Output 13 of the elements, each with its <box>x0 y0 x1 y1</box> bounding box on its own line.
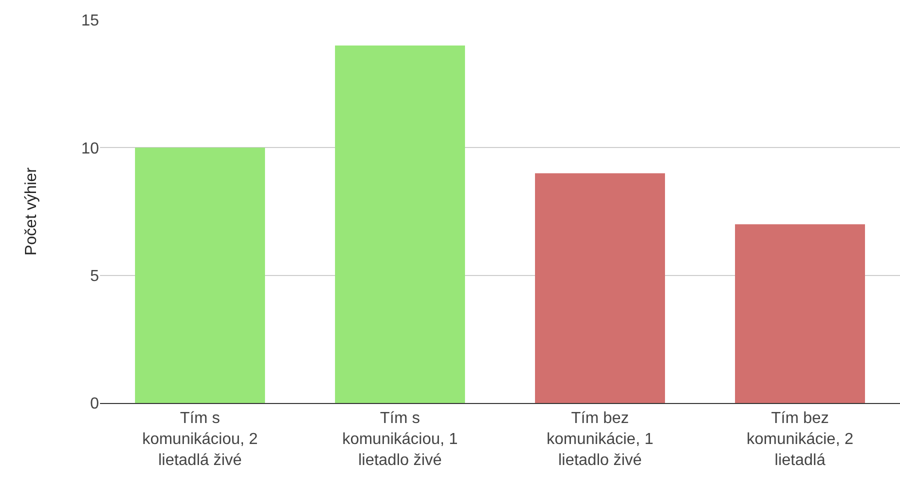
bar <box>535 173 665 403</box>
y-tick-label: 0 <box>90 396 100 413</box>
y-tick-label: 15 <box>81 12 100 30</box>
bar <box>135 148 265 403</box>
x-tick-label: Tím s komunikáciou, 1 lietadlo živé <box>342 410 458 469</box>
y-axis-title: Počet výhier <box>23 166 40 256</box>
bar <box>735 224 865 403</box>
bar <box>335 46 465 403</box>
x-tick-label: Tím bez komunikácie, 2 lietadlá <box>746 410 854 469</box>
x-tick-label: Tím bez komunikácie, 1 lietadlo živé <box>546 410 654 469</box>
y-tick-label: 10 <box>81 140 100 158</box>
x-tick-label: Tím s komunikáciou, 2 lietadlá živé <box>142 410 258 469</box>
y-tick-label: 5 <box>90 268 100 285</box>
